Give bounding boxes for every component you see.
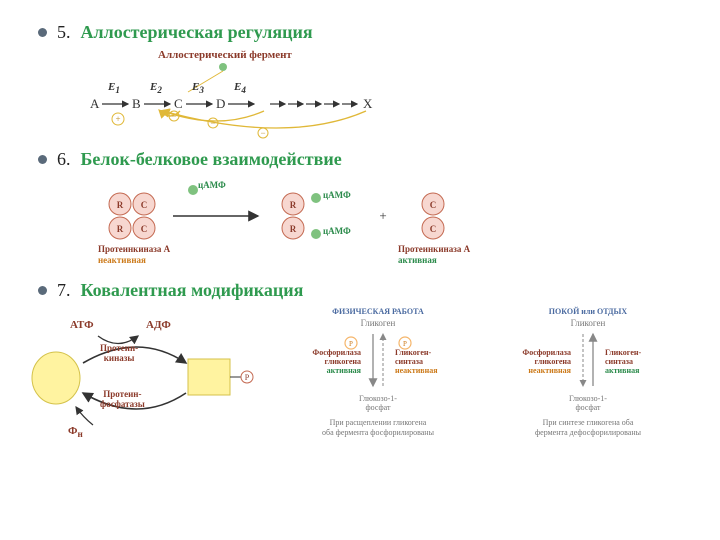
svg-text:C: C [141, 224, 148, 234]
right-title: ПОКОЙ или ОТДЫХ [493, 307, 683, 316]
svg-text:−: − [260, 128, 265, 138]
enz-2: E2 [150, 81, 162, 95]
right-glycogen: Гликоген [493, 318, 683, 328]
cycle-svg: P [28, 313, 258, 443]
pka-state-left: неактивная [98, 255, 146, 265]
enz-3: E3 [192, 81, 204, 95]
pka-label-right: Протеинкиназа А [398, 244, 470, 254]
pka-state-right: активная [398, 255, 437, 265]
mid-phos-label: Фосфорилазагликогена активная [283, 348, 361, 375]
section7-heading: 7. Ковалентная модификация [38, 280, 692, 301]
svg-text:P: P [403, 340, 407, 348]
section6-num: 6. [57, 149, 71, 170]
phosphate-label: Фн [68, 425, 83, 439]
pka-svg: R C R C R R + C C [98, 176, 528, 276]
section7-diagram: P АТФ АДФ Протеин-киназы Протеин-фосфата… [28, 307, 688, 457]
svg-text:R: R [117, 200, 124, 210]
svg-text:R: R [117, 224, 124, 234]
right-syn-label: Гликоген-синтаза активная [605, 348, 683, 375]
section5-num: 5. [57, 22, 71, 43]
section6-heading: 6. Белок-белковое взаимодействие [38, 149, 692, 170]
svg-text:C: C [430, 224, 437, 234]
camp-label-3: цАМФ [323, 226, 351, 236]
section5-diagram: Аллостерический фермент + − − − A B C D … [88, 49, 418, 145]
svg-text:C: C [141, 200, 148, 210]
svg-text:C: C [430, 200, 437, 210]
mid-glycogen: Гликоген [283, 318, 473, 328]
node-D: D [216, 96, 225, 112]
section7-title: Ковалентная модификация [81, 280, 304, 301]
section5-title: Аллостерическая регуляция [81, 22, 313, 43]
section7-num: 7. [57, 280, 71, 301]
svg-text:+: + [115, 114, 120, 124]
node-B: B [132, 96, 141, 112]
svg-text:P: P [349, 340, 353, 348]
node-A: A [90, 96, 99, 112]
bullet-icon [38, 155, 47, 164]
right-panel: ПОКОЙ или ОТДЫХ Гликоген Фосфорилазаглик… [493, 307, 683, 438]
right-g1p: Глюкозо-1-фосфат [493, 394, 683, 412]
svg-text:R: R [290, 200, 297, 210]
right-caption: При синтезе гликогена обафермента дефосф… [493, 418, 683, 438]
mid-g1p: Глюкозо-1-фосфат [283, 394, 473, 412]
enz-1: E1 [108, 81, 120, 95]
mid-title: ФИЗИЧЕСКАЯ РАБОТА [283, 307, 473, 316]
atp-label: АТФ [70, 319, 94, 331]
mid-caption: При расщеплении гликогенаоба фермента фо… [283, 418, 473, 438]
section6-diagram: R C R C R R + C C цАМФ цАМФ цАМФ Протеин… [98, 176, 528, 276]
mid-panel: ФИЗИЧЕСКАЯ РАБОТА Гликоген P P Фосфорила… [283, 307, 473, 438]
section5-heading: 5. Аллостерическая регуляция [38, 22, 692, 43]
node-C: C [174, 96, 183, 112]
enz-4: E4 [234, 81, 246, 95]
svg-text:R: R [290, 224, 297, 234]
svg-text:P: P [245, 373, 250, 382]
kinase-label: Протеин-киназы [100, 343, 138, 363]
right-phos-label: Фосфорилазагликогена неактивная [493, 348, 571, 375]
svg-text:−: − [171, 111, 176, 121]
adp-label: АДФ [146, 319, 171, 331]
pka-label-left: Протеинкиназа А [98, 244, 170, 254]
node-X: X [363, 96, 372, 112]
svg-text:+: + [379, 208, 386, 223]
phosphatase-label: Протеин-фосфатазы [100, 389, 145, 409]
camp-label-1: цАМФ [198, 180, 226, 190]
camp-label-2: цАМФ [323, 190, 351, 200]
svg-text:−: − [210, 118, 215, 128]
bullet-icon [38, 286, 47, 295]
section6-title: Белок-белковое взаимодействие [81, 149, 342, 170]
bullet-icon [38, 28, 47, 37]
mid-syn-label: Гликоген-синтаза неактивная [395, 348, 473, 375]
